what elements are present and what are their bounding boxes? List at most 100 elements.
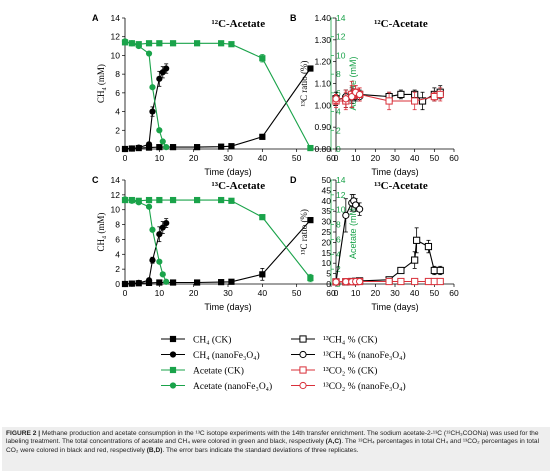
panel-letter: B xyxy=(290,13,297,23)
chart-panel-c: C01020304050600246810121402468101214Acet… xyxy=(92,175,358,312)
data-point xyxy=(259,133,266,140)
y-right-tick-label: 4 xyxy=(336,107,341,117)
data-point xyxy=(149,257,156,264)
x-tick-label: 60 xyxy=(326,153,336,163)
x-tick-label: 60 xyxy=(326,288,336,298)
y-tick-label: 5 xyxy=(326,269,331,279)
x-tick-label: 30 xyxy=(223,153,233,163)
y-tick-label: 4 xyxy=(115,249,120,259)
y-tick-label: 0 xyxy=(115,279,120,289)
y-right-tick-label: 12 xyxy=(336,190,346,200)
x-axis-label: Time (days) xyxy=(371,302,418,312)
data-point xyxy=(121,38,129,45)
y-tick-label: 8 xyxy=(115,69,120,79)
data-point xyxy=(307,217,314,224)
legend-marker xyxy=(299,366,307,374)
data-point xyxy=(149,108,156,115)
data-point xyxy=(163,65,170,72)
x-tick-label: 0 xyxy=(334,153,339,163)
x-tick-label: 20 xyxy=(371,288,381,298)
legend-marker xyxy=(169,335,177,343)
y-tick-label: 0.90 xyxy=(314,122,331,132)
y-tick-label: 25 xyxy=(322,227,332,237)
caption-text-2: . The ¹³CH₄ percentages in total CH₄ and… xyxy=(6,438,540,454)
data-point xyxy=(163,144,170,151)
legend-marker xyxy=(169,366,177,374)
data-point xyxy=(169,279,177,286)
legend-legend-left: CH₄ (CK) CH₄ (nanoFe₃O₄) Acetate (CK) Aceta… xyxy=(161,335,272,392)
x-tick-label: 40 xyxy=(258,153,268,163)
y-axis-label: CH₄ (mM) xyxy=(96,213,106,252)
data-point xyxy=(121,280,129,288)
data-point xyxy=(149,84,156,91)
y-right-tick-label: 8 xyxy=(336,220,341,230)
data-point xyxy=(135,42,142,50)
x-tick-label: 60 xyxy=(449,288,459,298)
x-tick-label: 10 xyxy=(155,288,165,298)
legend-marker xyxy=(169,382,177,389)
data-point xyxy=(169,144,177,151)
data-point xyxy=(156,127,163,134)
data-point xyxy=(145,40,153,47)
panel-letter: A xyxy=(92,13,99,23)
data-point xyxy=(228,143,235,150)
y-tick-label: 14 xyxy=(111,13,121,23)
x-tick-label: 0 xyxy=(123,288,128,298)
y-right-tick-label: 8 xyxy=(336,69,341,79)
y-tick-label: 2 xyxy=(115,264,120,274)
data-point xyxy=(228,278,235,285)
y-tick-label: 1.30 xyxy=(314,35,331,45)
y-tick-label: 6 xyxy=(115,234,120,244)
y-tick-label: 4 xyxy=(115,107,120,117)
y-tick-label: 6 xyxy=(115,88,120,98)
data-point xyxy=(128,280,135,287)
y-right-tick-label: 14 xyxy=(336,175,346,185)
y-tick-label: 0 xyxy=(326,279,331,289)
x-axis-label: Time (days) xyxy=(204,167,251,177)
data-point xyxy=(424,277,433,286)
y-tick-label: 45 xyxy=(322,185,332,195)
data-point xyxy=(356,277,364,286)
caption-ref-bd: (B,D) xyxy=(146,446,163,454)
caption-ref-ac: (A,C) xyxy=(325,438,342,446)
y-tick-label: 10 xyxy=(111,50,121,60)
data-point xyxy=(145,203,153,210)
data-point xyxy=(307,274,314,282)
chart-title: ¹²C-Acetate xyxy=(374,18,428,30)
data-point xyxy=(128,197,135,204)
series-line xyxy=(125,199,311,279)
data-point xyxy=(194,40,201,47)
data-point xyxy=(342,211,350,219)
legend-label: ¹³CO₂ % (nanoFe₃O₄) xyxy=(323,381,406,392)
data-point xyxy=(128,145,135,152)
series-3 xyxy=(332,277,364,286)
series-3 xyxy=(121,196,170,285)
series-3 xyxy=(332,85,364,108)
y-tick-label: 1.00 xyxy=(314,100,331,110)
figure-caption: FIGURE 2 | Methane production and acetat… xyxy=(2,427,550,471)
series-1 xyxy=(121,218,170,288)
data-point xyxy=(156,196,163,204)
data-point xyxy=(156,258,163,265)
x-tick-label: 50 xyxy=(430,288,440,298)
y-tick-label: 1.10 xyxy=(314,79,331,89)
data-point xyxy=(307,144,314,152)
x-tick-label: 10 xyxy=(351,153,361,163)
data-point xyxy=(413,236,421,244)
x-tick-label: 20 xyxy=(189,153,199,163)
y-axis-label: ¹³C ratio (%) xyxy=(299,61,309,107)
data-point xyxy=(342,278,350,286)
data-point xyxy=(121,196,129,203)
data-point xyxy=(218,196,225,204)
data-point xyxy=(194,196,201,204)
legend-marker xyxy=(299,335,307,343)
data-point xyxy=(156,279,163,286)
x-tick-label: 50 xyxy=(430,153,440,163)
data-point xyxy=(169,40,177,47)
data-point xyxy=(169,196,177,204)
series-1 xyxy=(121,63,170,153)
y-tick-label: 35 xyxy=(322,206,332,216)
y-tick-label: 50 xyxy=(322,175,332,185)
data-point xyxy=(156,40,163,47)
